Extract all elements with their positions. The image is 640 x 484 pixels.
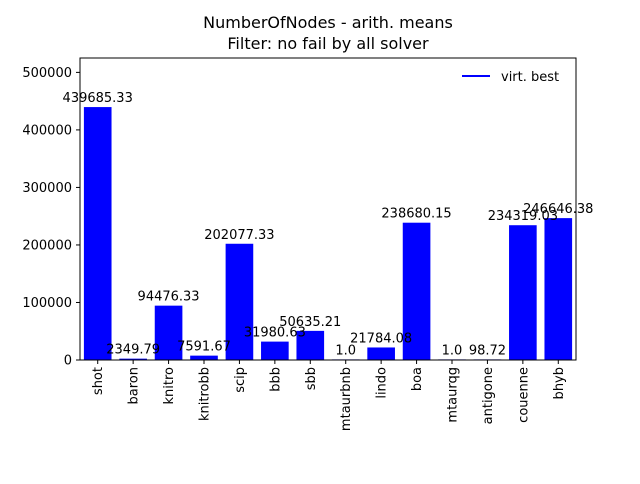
- chart-title: NumberOfNodes - arith. means: [203, 13, 453, 32]
- bar-knitro: [154, 305, 183, 360]
- x-axis: shot baron knitro knitrobb scip bbb sbb mtaurbn…: [91, 360, 567, 431]
- x-tick-label-scip: scip: [233, 367, 248, 393]
- bar-bhyb: [544, 218, 573, 360]
- data-label-mtaurqg: 1.0: [442, 343, 463, 358]
- bar-boa: [402, 222, 431, 360]
- x-tick-label-knitrobb: knitrobb: [198, 367, 213, 421]
- bar-lindo: [367, 347, 395, 360]
- x-tick-label-bhyb: bhyb: [552, 367, 567, 399]
- x-tick-label-mtaurbnb: mtaurbnb: [339, 367, 354, 431]
- bar-baron: [119, 358, 147, 360]
- data-label-bhyb: 246646.38: [523, 202, 593, 217]
- data-label-knitrobb: 7591.67: [177, 340, 231, 355]
- x-tick-label-bbb: bbb: [268, 367, 283, 392]
- bar-couenne: [509, 225, 537, 360]
- x-tick-label-shot: shot: [91, 367, 106, 395]
- data-label-antigone: 98.72: [469, 343, 506, 358]
- data-label-couenne: 234319.03: [488, 209, 558, 224]
- data-label-shot: 439685.33: [63, 91, 133, 106]
- data-label-scip: 202077.33: [204, 228, 274, 243]
- y-axis: 0 100000 200000 300000 400000 500000: [22, 66, 80, 369]
- x-tick-label-antigone: antigone: [481, 367, 496, 424]
- chart-subtitle: Filter: no fail by all solver: [227, 34, 429, 53]
- bar-bbb: [261, 341, 289, 360]
- data-label-mtaurbnb: 1.0: [335, 343, 356, 358]
- data-label-knitro: 94476.33: [138, 290, 200, 305]
- plot-frame: [79, 57, 577, 361]
- bar-shot: [83, 107, 112, 360]
- y-tick-label-200000: 200000: [22, 238, 72, 253]
- x-tick-label-couenne: couenne: [516, 367, 531, 423]
- bar-scip: [225, 243, 254, 360]
- y-tick-label-100000: 100000: [22, 296, 72, 311]
- y-tick-label-300000: 300000: [22, 181, 72, 196]
- legend: virt. best: [462, 70, 559, 85]
- x-tick-label-mtaurqg: mtaurqg: [446, 367, 461, 423]
- x-tick-label-boa: boa: [410, 367, 425, 391]
- data-label-lindo: 21784.08: [350, 331, 412, 346]
- y-tick-label-500000: 500000: [22, 66, 72, 81]
- y-tick-label-0: 0: [64, 354, 72, 369]
- legend-label-virt-best: virt. best: [501, 70, 559, 85]
- x-tick-label-sbb: sbb: [304, 367, 319, 390]
- x-tick-label-lindo: lindo: [375, 367, 390, 399]
- data-label-bbb: 31980.63: [244, 326, 306, 341]
- bar-sbb: [296, 330, 325, 360]
- bar-knitrobb: [190, 355, 218, 360]
- data-label-baron: 2349.79: [106, 343, 160, 358]
- y-tick-label-400000: 400000: [22, 123, 72, 138]
- data-label-sbb: 50635.21: [279, 315, 341, 330]
- data-label-boa: 238680.15: [381, 207, 451, 222]
- x-tick-label-knitro: knitro: [162, 367, 177, 405]
- x-tick-label-baron: baron: [127, 367, 142, 404]
